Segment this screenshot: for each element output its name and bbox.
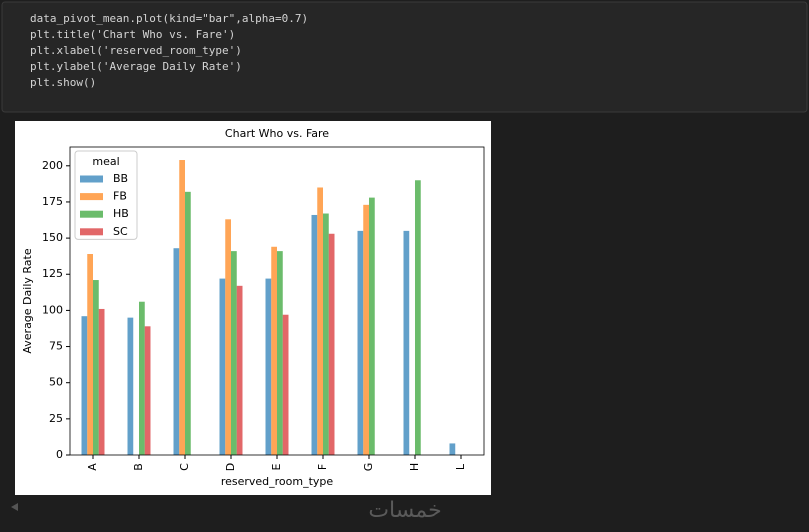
- bar: [144, 326, 151, 455]
- legend-title: meal: [92, 155, 119, 168]
- bar: [323, 213, 329, 455]
- legend-label: HB: [113, 207, 129, 220]
- legend-swatch: [80, 228, 103, 236]
- bar: [236, 285, 243, 455]
- code-line: plt.show(): [30, 76, 96, 89]
- code-line: data_pivot_mean.plot(kind="bar",alpha=0.…: [30, 12, 308, 25]
- y-tick-label: 25: [49, 412, 63, 425]
- bar: [369, 197, 375, 455]
- bar: [265, 278, 272, 455]
- x-tick-label: C: [178, 463, 191, 471]
- legend-label: FB: [113, 190, 127, 203]
- y-tick-label: 75: [49, 340, 63, 353]
- bar: [139, 301, 145, 455]
- legend-swatch: [80, 175, 103, 183]
- bar: [81, 316, 88, 455]
- bar: [127, 317, 134, 455]
- x-tick-label: E: [270, 463, 283, 470]
- x-tick-label: B: [132, 463, 145, 471]
- y-axis-label: Average Daily Rate: [21, 248, 34, 353]
- x-tick-label: L: [454, 463, 467, 470]
- y-tick-label: 125: [42, 267, 63, 280]
- bar: [277, 251, 283, 455]
- x-tick-label: A: [86, 463, 99, 471]
- bar: [449, 443, 456, 455]
- bar: [93, 280, 99, 455]
- bar: [328, 233, 335, 455]
- bar: [173, 248, 180, 455]
- chart-title: Chart Who vs. Fare: [225, 127, 329, 140]
- y-tick-label: 150: [42, 231, 63, 244]
- legend-label: SC: [113, 225, 128, 238]
- code-line: plt.title('Chart Who vs. Fare'): [30, 28, 235, 41]
- bar: [87, 254, 93, 455]
- bar: [271, 246, 277, 455]
- bar: [231, 251, 237, 455]
- legend-swatch: [80, 193, 103, 201]
- x-axis-label: reserved_room_type: [221, 475, 334, 488]
- watermark: خمسات: [368, 498, 441, 523]
- plot-frame: [69, 146, 485, 456]
- y-tick-label: 175: [42, 195, 63, 208]
- y-tick-label: 100: [42, 303, 63, 316]
- bar: [403, 230, 410, 455]
- scroll-arrow[interactable]: [11, 503, 18, 511]
- bar: [357, 230, 364, 455]
- bar: [317, 187, 323, 455]
- bar: [363, 204, 369, 455]
- bar: [98, 308, 105, 455]
- code-line: plt.ylabel('Average Daily Rate'): [30, 60, 242, 73]
- legend-label: BB: [113, 172, 128, 185]
- legend-swatch: [80, 210, 103, 218]
- y-tick-label: 0: [56, 448, 63, 461]
- bar: [311, 214, 318, 455]
- bar: [219, 278, 226, 455]
- x-tick-label: D: [224, 463, 237, 471]
- y-tick-label: 50: [49, 376, 63, 389]
- bar: [179, 160, 185, 455]
- y-tick-label: 200: [42, 159, 63, 172]
- bar: [225, 219, 231, 455]
- x-tick-label: H: [408, 463, 421, 471]
- code-cell[interactable]: [1, 1, 808, 113]
- x-tick-label: F: [316, 464, 329, 470]
- code-line: plt.xlabel('reserved_room_type'): [30, 44, 242, 57]
- bar: [282, 314, 289, 455]
- bar: [415, 180, 421, 455]
- x-tick-label: G: [362, 463, 375, 472]
- bar: [185, 191, 191, 455]
